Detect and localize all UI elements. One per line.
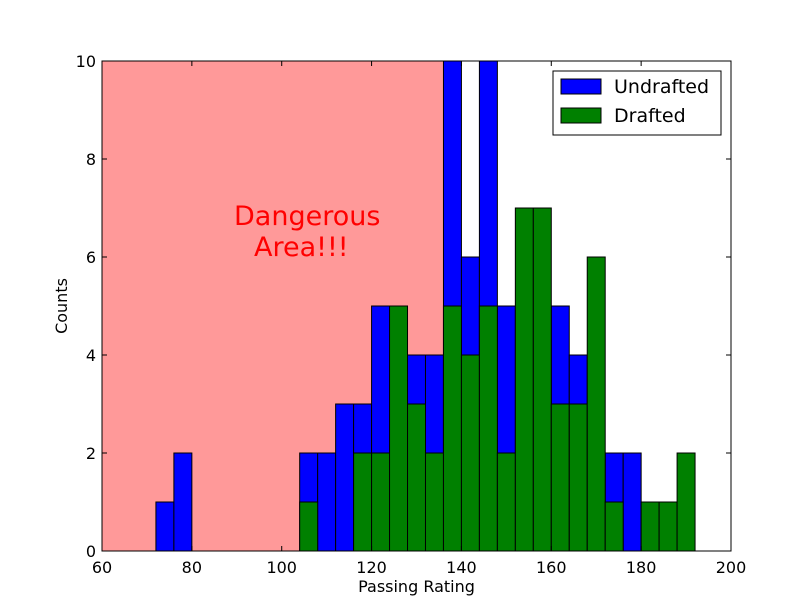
annotation-line-2: Area!!! — [254, 232, 349, 263]
x-tick-label: 160 — [536, 558, 567, 577]
drafted-bar — [407, 403, 426, 552]
x-tick-label: 100 — [266, 558, 297, 577]
undrafted-bar — [173, 452, 193, 552]
x-tick-label: 60 — [92, 558, 112, 577]
drafted-bar — [496, 452, 516, 552]
annotation-line-1: Dangerous — [234, 201, 380, 232]
y-tick-label: 6 — [86, 248, 96, 267]
drafted-bar — [424, 452, 444, 552]
x-axis-label: Passing Rating — [358, 577, 475, 596]
drafted-bar — [676, 452, 696, 552]
x-tick-label: 120 — [356, 558, 387, 577]
drafted-bar — [640, 501, 660, 552]
drafted-bar — [371, 452, 391, 552]
x-tick-label: 180 — [626, 558, 657, 577]
x-tick-label: 200 — [716, 558, 747, 577]
drafted-bar — [460, 354, 480, 552]
y-tick-label: 2 — [86, 444, 96, 463]
drafted-bar — [478, 305, 498, 552]
legend-swatch-undrafted — [560, 78, 602, 95]
x-tick-label: 140 — [446, 558, 477, 577]
y-tick-label: 10 — [76, 52, 96, 71]
y-tick-label: 8 — [86, 150, 96, 169]
legend-swatch-drafted — [560, 107, 602, 124]
drafted-bar — [532, 207, 552, 552]
drafted-bar — [442, 305, 462, 552]
legend: Undrafted Drafted — [552, 70, 722, 136]
y-axis-label: Counts — [52, 278, 71, 334]
legend-label-drafted: Drafted — [614, 105, 686, 127]
drafted-bar — [586, 256, 606, 552]
drafted-bar — [514, 207, 534, 552]
undrafted-bar — [335, 403, 355, 552]
legend-label-undrafted: Undrafted — [614, 76, 709, 98]
drafted-bar — [550, 403, 570, 552]
y-tick-label: 4 — [86, 346, 96, 365]
drafted-bar — [353, 452, 373, 552]
undrafted-bar — [622, 452, 642, 552]
y-tick-label: 0 — [86, 542, 96, 561]
drafted-bar — [299, 501, 319, 552]
undrafted-bar — [317, 452, 337, 552]
drafted-bar — [604, 501, 624, 552]
x-tick-label: 80 — [182, 558, 202, 577]
drafted-bar — [658, 501, 678, 552]
drafted-bar — [568, 403, 588, 552]
drafted-bar — [389, 305, 409, 552]
undrafted-bar — [155, 501, 175, 552]
plot-frame — [101, 60, 732, 552]
